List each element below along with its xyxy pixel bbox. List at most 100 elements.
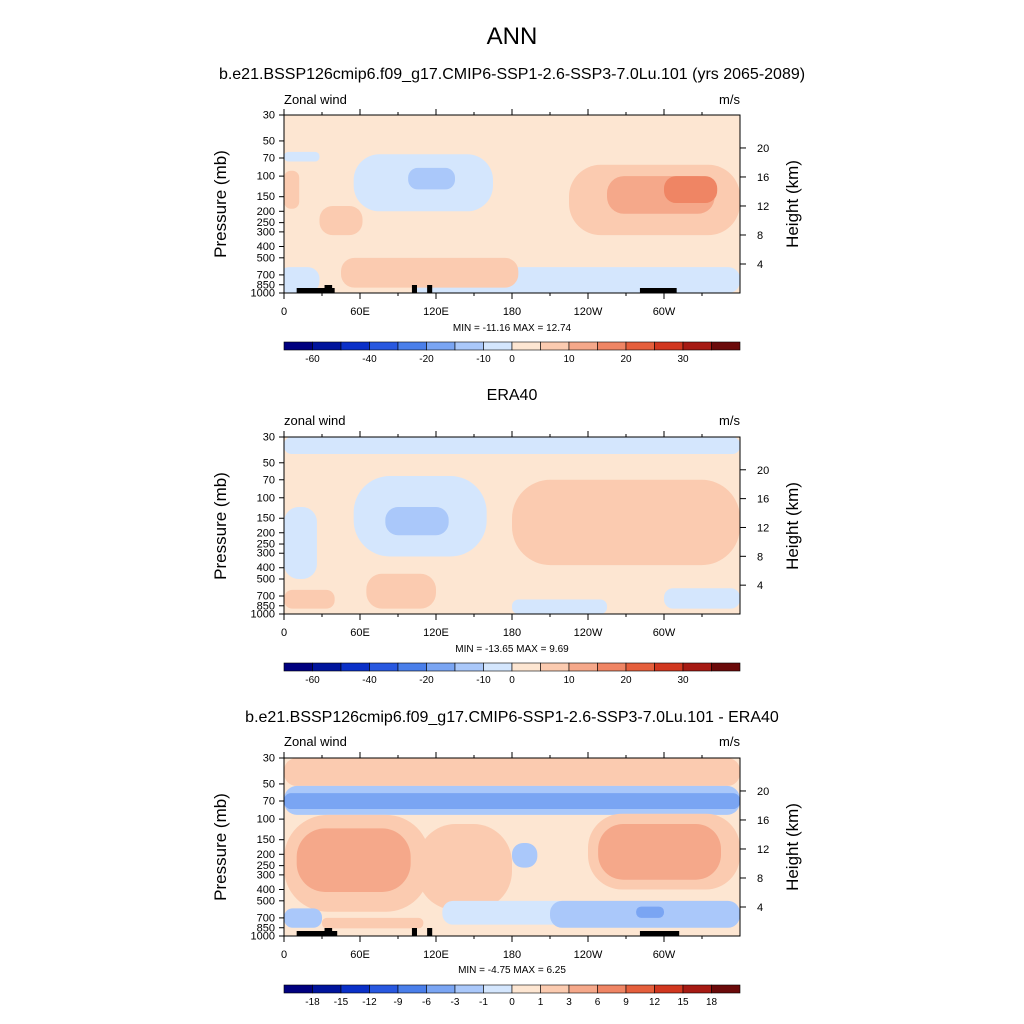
y-tick-label: 700 (257, 912, 275, 924)
y-tick-label: 400 (257, 884, 275, 896)
colorbar-swatch (625, 984, 655, 994)
colorbar-swatch (483, 341, 513, 351)
x-tick-label: 120W (574, 306, 603, 318)
colorbar-label: 0 (509, 354, 515, 365)
y-tick-label: 200 (257, 527, 275, 539)
panel-difference: b.e21.BSSP126cmip6.f09_g17.CMIP6-SSP1-2.… (211, 709, 802, 1008)
units-label: m/s (719, 92, 740, 107)
colorbar-label: 12 (649, 997, 661, 1008)
x-tick-label: 120E (423, 949, 449, 961)
y-tick-label: 250 (257, 539, 275, 551)
stats-text: MIN = -4.75 MAX = 6.25 (458, 965, 566, 976)
y2-tick-label: 20 (757, 465, 769, 477)
topography-bar (639, 931, 680, 936)
x-tick-label: 120E (423, 306, 449, 318)
left-label: zonal wind (284, 413, 345, 428)
colorbar-swatch (312, 662, 342, 672)
contour-region (417, 823, 512, 911)
y-tick-label: 30 (263, 110, 275, 122)
contour-region (284, 506, 317, 580)
colorbar-label: 18 (706, 997, 718, 1008)
colorbar-swatch (397, 341, 427, 351)
colorbar: -60 -40 -20 -10 0 10 20 30 (283, 341, 741, 365)
colorbar-label: 6 (595, 997, 601, 1008)
y2-tick-label: 16 (757, 494, 769, 506)
panel-era40: ERA40 zonal wind m/s Pressure (mb) Heigh… (211, 387, 802, 686)
colorbar-swatch (483, 984, 513, 994)
colorbar-label: -6 (422, 997, 431, 1008)
colorbar-label: 0 (509, 997, 515, 1008)
x-tick-label: 180 (503, 949, 521, 961)
topography-bar (427, 928, 433, 936)
colorbar-swatch (340, 341, 370, 351)
contour-region (322, 917, 424, 929)
contour-region (284, 267, 320, 293)
topography-bar (411, 928, 417, 936)
y-tick-label: 70 (263, 796, 275, 808)
colorbar-swatch (283, 662, 313, 672)
y-tick-label: 150 (257, 513, 275, 525)
colorbar-swatch (540, 341, 570, 351)
y-axis-label: Pressure (mb) (211, 472, 230, 580)
y-tick-label: 500 (257, 574, 275, 586)
x-tick-label: 60W (653, 949, 676, 961)
y-tick-label: 70 (263, 474, 275, 486)
y-tick-label: 250 (257, 860, 275, 872)
colorbar-swatch (568, 662, 598, 672)
y-tick-label: 400 (257, 562, 275, 574)
colorbar-swatch (682, 662, 712, 672)
colorbar-swatch (511, 662, 541, 672)
y-tick-label: 500 (257, 252, 275, 264)
contour-region (636, 906, 664, 918)
contour-region (512, 479, 740, 566)
panel-title: b.e21.BSSP126cmip6.f09_g17.CMIP6-SSP1-2.… (219, 66, 805, 83)
x-tick-label: 60W (653, 627, 676, 639)
contour-region (512, 842, 538, 868)
colorbar-label: -1 (479, 997, 488, 1008)
colorbar-swatch (369, 662, 399, 672)
colorbar-swatch (540, 662, 570, 672)
y-tick-label: 1000 (251, 609, 275, 621)
y2-tick-label: 8 (757, 873, 763, 885)
colorbar-swatch (568, 341, 598, 351)
y2-tick-label: 12 (757, 844, 769, 856)
colorbar-swatch (511, 341, 541, 351)
y2-tick-label: 4 (757, 580, 763, 592)
colorbar-label: -40 (362, 675, 377, 686)
x-tick-label: 60E (350, 627, 370, 639)
colorbar-label: -12 (362, 997, 377, 1008)
colorbar-swatch (340, 662, 370, 672)
y2-tick-label: 20 (757, 786, 769, 798)
colorbar-swatch (711, 984, 741, 994)
colorbar-label: 20 (620, 675, 632, 686)
colorbar-label: 0 (509, 675, 515, 686)
y-tick-label: 300 (257, 226, 275, 238)
colorbar-label: -15 (334, 997, 349, 1008)
y-tick-label: 850 (257, 600, 275, 612)
y-tick-label: 850 (257, 922, 275, 934)
x-tick-label: 120W (574, 627, 603, 639)
contour-region (408, 167, 455, 190)
colorbar-swatch (283, 341, 313, 351)
y-tick-label: 1000 (251, 931, 275, 943)
y-tick-label: 1000 (251, 288, 275, 300)
y-tick-label: 30 (263, 432, 275, 444)
y2-tick-label: 4 (757, 902, 763, 914)
colorbar-swatch (283, 984, 313, 994)
contour-region (598, 823, 721, 880)
x-tick-label: 60W (653, 306, 676, 318)
y-tick-label: 400 (257, 241, 275, 253)
y-tick-label: 500 (257, 895, 275, 907)
colorbar-label: -60 (305, 354, 320, 365)
colorbar-swatch (625, 341, 655, 351)
colorbar-swatch (483, 662, 513, 672)
colorbar-label: 1 (538, 997, 544, 1008)
colorbar-label: 30 (677, 354, 689, 365)
x-tick-label: 0 (281, 949, 287, 961)
colorbar-swatch (597, 341, 627, 351)
y-tick-label: 850 (257, 279, 275, 291)
y2-tick-label: 16 (757, 815, 769, 827)
contour-region (284, 589, 335, 609)
colorbar-swatch (369, 341, 399, 351)
colorbar-swatch (540, 984, 570, 994)
